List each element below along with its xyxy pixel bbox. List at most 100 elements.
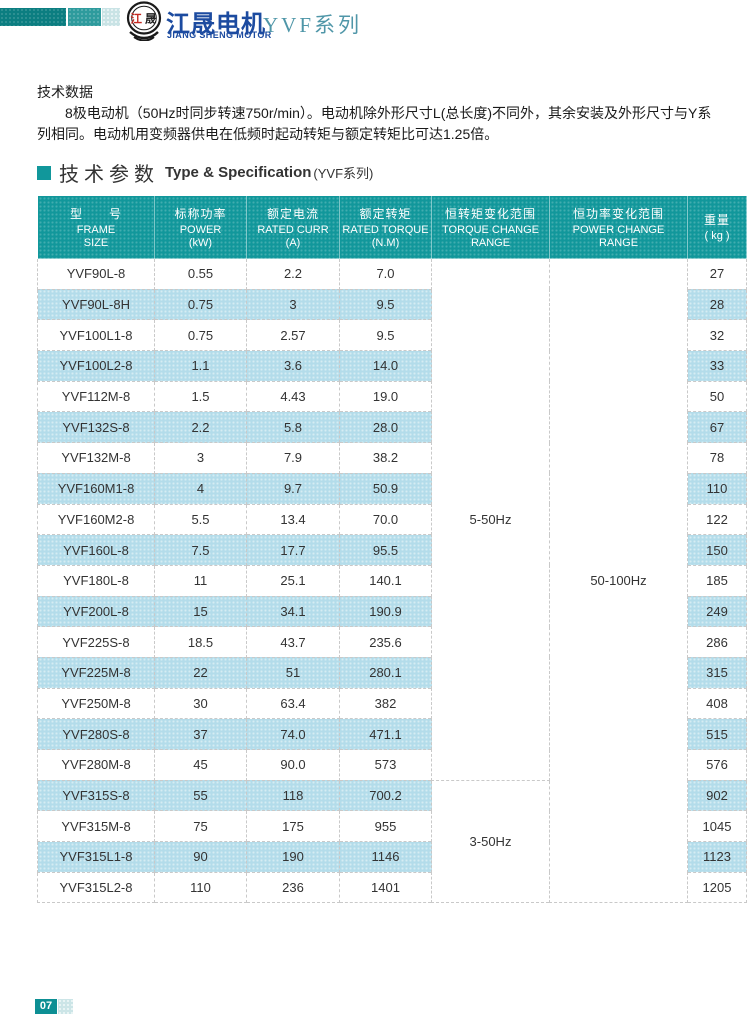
current-cell: 4.43 (246, 380, 340, 413)
frame-size-cell: YVF100L2-8 (37, 350, 155, 382)
frame-size-cell: YVF100L1-8 (37, 319, 155, 352)
weight-cell: 50 (687, 380, 747, 413)
power-cell: 7.5 (154, 534, 247, 566)
frame-size-cell: YVF225M-8 (37, 656, 155, 689)
section-heading: 技术参数 Type & Specification (YVF系列) (37, 158, 373, 187)
current-cell: 13.4 (246, 503, 340, 536)
current-cell: 7.9 (246, 442, 340, 474)
column-header-en: POWER CHANGE (572, 223, 665, 236)
torque-cell: 573 (339, 749, 432, 781)
weight-cell: 286 (687, 626, 747, 658)
square-bullet-icon (37, 165, 51, 180)
power-cell: 0.75 (154, 319, 247, 352)
spec-table: 型 号 FRAME SIZE 标称功率 POWER (kW) 额定电流 RATED CURR(… (37, 195, 747, 904)
current-cell: 34.1 (246, 595, 340, 628)
page-number: 07 (35, 999, 57, 1014)
power-cell: 30 (154, 687, 247, 720)
table-row: YVF132M-8 3 7.9 38.2 78 (37, 442, 747, 474)
intro-paragraph: 8极电动机（50Hz时同步转速750r/min）。电动机除外形尺寸L(总长度)不… (37, 105, 712, 142)
torque-cell: 9.5 (339, 288, 432, 321)
table-row: YVF90L-8 0.55 2.2 7.0 5-50Hz 50-100Hz 27 (37, 257, 747, 904)
brand-name-cn: 江晟电机 (166, 11, 266, 38)
column-header: 额定电流 RATED CURR (A) (246, 195, 340, 259)
spec-table-head: 型 号 FRAME SIZE 标称功率 POWER (kW) 额定电流 RATED CURR(… (37, 195, 747, 259)
weight-cell: 249 (687, 595, 747, 628)
power-cell: 11 (154, 564, 247, 597)
weight-cell: 67 (687, 411, 747, 444)
power-cell: 2.2 (154, 411, 247, 444)
weight-cell: 1205 (687, 871, 747, 904)
series-title: YVF系列 (263, 13, 363, 37)
table-row: YVF180L-8 11 25.1 140.1 185 (37, 564, 747, 597)
current-cell: 5.8 (246, 411, 340, 444)
frame-size-cell: YVF132M-8 (37, 442, 155, 474)
weight-cell: 122 (687, 503, 747, 536)
power-cell: 55 (154, 779, 247, 812)
weight-cell: 1123 (687, 841, 747, 873)
section-title-suffix: (YVF系列) (313, 166, 374, 181)
table-row: YVF160L-8 7.5 17.7 95.5 150 (37, 534, 747, 566)
column-header-en: POWER (179, 223, 222, 236)
table-row: YVF132S-8 2.2 5.8 28.0 67 (37, 411, 747, 444)
current-cell: 190 (246, 841, 340, 873)
power-cell: 1.1 (154, 350, 247, 382)
torque-cell: 38.2 (339, 442, 432, 474)
deco-bar-medium (68, 8, 101, 26)
frame-size-cell: YVF112M-8 (37, 380, 155, 413)
frame-size-cell: YVF315L1-8 (37, 841, 155, 873)
power-cell: 5.5 (154, 503, 247, 536)
torque-cell: 19.0 (339, 380, 432, 413)
table-row: YVF160M2-8 5.5 13.4 70.0 122 (37, 503, 747, 536)
column-header-en: RATED CURR (257, 223, 329, 236)
column-header-en: RANGE (598, 236, 639, 249)
column-header-en: ( kg ) (704, 230, 730, 242)
spec-table-body: YVF90L-8 0.55 2.2 7.0 5-50Hz 50-100Hz 27 YVF90L… (37, 257, 747, 904)
table-row: YVF160M1-8 4 9.7 50.9 110 (37, 472, 747, 505)
frame-size-cell: YVF280M-8 (37, 749, 155, 781)
power-cell: 15 (154, 595, 247, 628)
torque-cell: 382 (339, 687, 432, 720)
table-row: YVF112M-8 1.5 4.43 19.0 50 (37, 380, 747, 413)
frame-size-cell: YVF200L-8 (37, 595, 155, 628)
power-cell: 45 (154, 749, 247, 781)
section-title-cn: 技术参数 (59, 164, 159, 186)
power-cell: 4 (154, 472, 247, 505)
torque-cell: 50.9 (339, 472, 432, 505)
column-header-cn: 额定转矩 (359, 206, 412, 221)
weight-cell: 32 (687, 319, 747, 352)
table-row: YVF100L2-8 1.1 3.6 14.0 33 (37, 350, 747, 382)
power-range-cell: 50-100Hz (549, 257, 688, 904)
weight-cell: 150 (687, 534, 747, 566)
column-header-cn: 恒功率变化范围 (572, 206, 664, 221)
column-header-en: FRAME (76, 223, 116, 236)
column-header-en: RATED TORQUE (342, 223, 429, 236)
table-row: YVF315L1-8 90 190 1146 1123 (37, 841, 747, 873)
column-header-en: (N.M) (371, 236, 400, 249)
column-header: 额定转矩 RATED TORQUE (N.M) (339, 195, 432, 259)
weight-cell: 1045 (687, 810, 747, 843)
column-header-en: SIZE (83, 236, 109, 249)
weight-cell: 185 (687, 564, 747, 597)
frame-size-cell: YVF160M2-8 (37, 503, 155, 536)
torque-cell: 471.1 (339, 718, 432, 750)
brand-name-en: JIANG SHENG MOTOR (167, 30, 272, 40)
table-row: YVF90L-8H 0.75 3 9.5 28 (37, 288, 747, 321)
intro-block: 技术数据 8极电动机（50Hz时同步转速750r/min）。电动机除外形尺寸L(… (37, 82, 715, 145)
table-row: YVF225S-8 18.5 43.7 235.6 286 (37, 626, 747, 658)
torque-cell: 955 (339, 810, 432, 843)
weight-cell: 27 (687, 258, 747, 290)
current-cell: 175 (246, 810, 340, 843)
weight-cell: 33 (687, 350, 747, 382)
power-cell: 22 (154, 656, 247, 689)
table-row: YVF315M-8 75 175 955 1045 (37, 810, 747, 843)
power-cell: 37 (154, 718, 247, 750)
torque-cell: 95.5 (339, 534, 432, 566)
intro-title: 技术数据 (37, 84, 93, 100)
frame-size-cell: YVF180L-8 (37, 564, 155, 597)
section-title-en: Type & Specification (165, 164, 312, 181)
column-header: 恒功率变化范围 POWER CHANGE RANGE (549, 195, 688, 259)
current-cell: 3 (246, 288, 340, 321)
column-header: 重量 ( kg ) (687, 195, 747, 259)
frame-size-cell: YVF315M-8 (37, 810, 155, 843)
